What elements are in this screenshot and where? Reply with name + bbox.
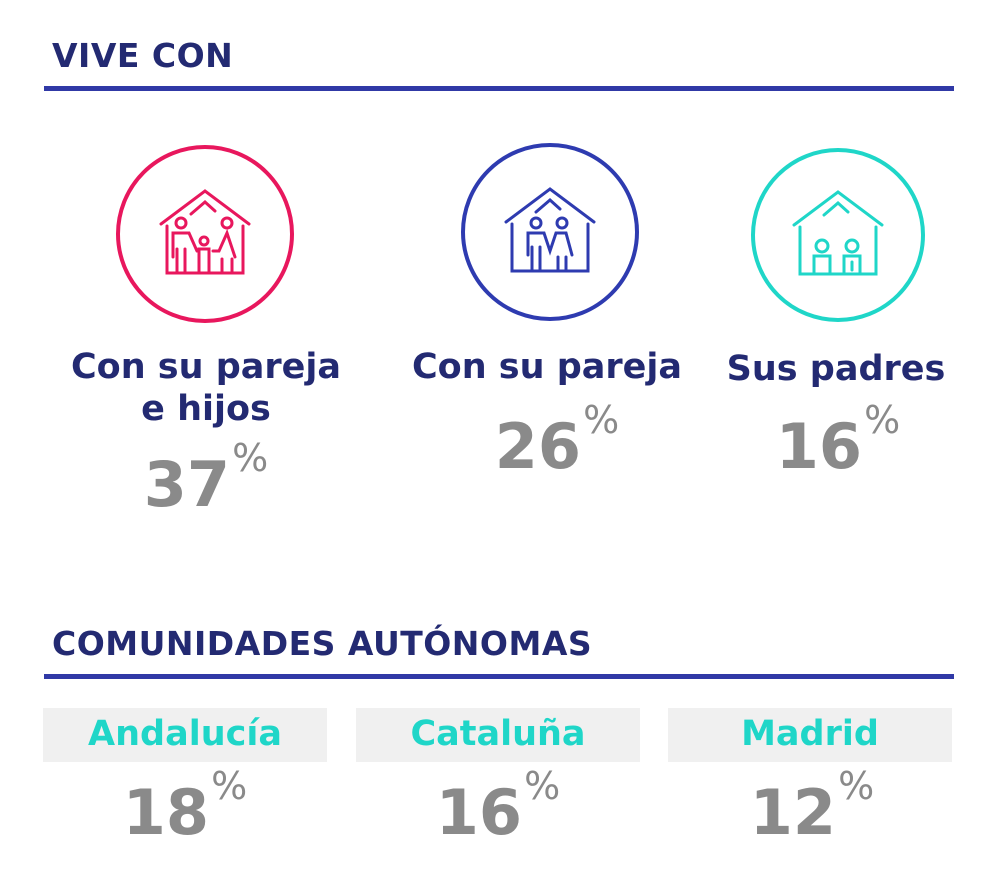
region-madrid: Madrid xyxy=(668,708,952,762)
section-title-vive-con: VIVE CON xyxy=(52,36,234,75)
circle-parents xyxy=(751,148,925,322)
label-parents: Sus padres xyxy=(726,349,946,389)
value-family: 37% xyxy=(143,436,269,521)
value-andalucia: 18% xyxy=(122,764,248,849)
label-family: Con su pareja e hijos xyxy=(70,347,342,429)
value-cataluna: 16% xyxy=(435,764,561,849)
house-couple-icon xyxy=(504,187,596,273)
circle-couple xyxy=(461,143,639,321)
label-couple: Con su pareja xyxy=(411,347,683,387)
region-cataluna: Cataluña xyxy=(356,708,640,762)
value-couple: 26% xyxy=(494,398,620,483)
divider xyxy=(44,674,954,679)
value-madrid: 12% xyxy=(749,764,875,849)
section-title-comunidades: COMUNIDADES AUTÓNOMAS xyxy=(52,624,593,663)
value-parents: 16% xyxy=(775,398,901,483)
circle-family xyxy=(116,145,294,323)
house-family-icon xyxy=(159,189,251,275)
region-andalucia: Andalucía xyxy=(43,708,327,762)
divider xyxy=(44,86,954,91)
house-parents-icon xyxy=(792,190,884,276)
